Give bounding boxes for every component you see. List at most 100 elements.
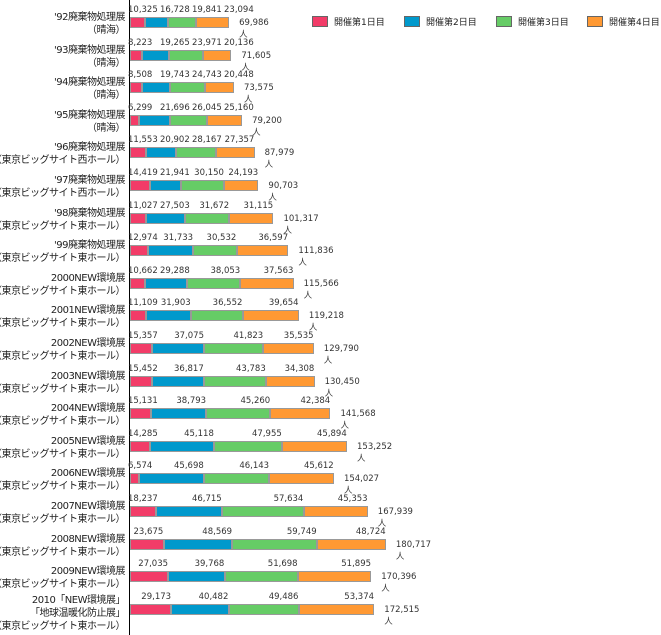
bar-segment [214, 440, 282, 452]
total-unit: 人 [308, 323, 318, 334]
value-label: 31,903 [160, 298, 191, 309]
value-label: 37,563 [263, 265, 294, 276]
value-label: 48,569 [202, 526, 233, 537]
value-label: 51,698 [267, 559, 298, 570]
value-label: 45,118 [184, 428, 214, 439]
total-label: 71,605 人 [241, 51, 274, 73]
value-label: 36,552 [212, 298, 243, 309]
value-label: 18,237 [128, 494, 158, 504]
bar-segment [145, 277, 187, 289]
bar-segment [229, 212, 274, 224]
total-unit: 人 [283, 225, 292, 236]
value-label: 31,733 [163, 233, 194, 244]
bar-segment [204, 473, 270, 485]
bar-segment [148, 245, 194, 257]
bar-segment [232, 538, 317, 550]
category-label: 2006NEW環境展 （東京ビッグサイト東ホール） [0, 468, 126, 493]
value-label: 24,743 [192, 70, 222, 81]
bar-segment [130, 49, 142, 61]
total-value: 172,515 [384, 604, 420, 615]
value-label: 31,115 [243, 200, 274, 211]
total-label: 170,396 人 [381, 572, 419, 594]
bar-segment [150, 440, 215, 452]
total-value: 130,450 [324, 376, 360, 387]
bar-segment [269, 473, 334, 485]
total-value: 180,717 [395, 539, 432, 550]
value-label: 26,045 [192, 102, 222, 113]
bar-segment [151, 408, 207, 420]
total-value: 111,836 [298, 246, 334, 257]
total-unit: 人 [357, 453, 366, 464]
bar-segment [316, 538, 386, 550]
bar-segment [303, 506, 368, 517]
value-label: 45,894 [317, 428, 347, 439]
value-label: 28,167 [192, 135, 222, 146]
total-label: 101,317 人 [283, 214, 321, 236]
total-value: 69,986 [239, 18, 269, 28]
total-label: 69,986 人 [239, 18, 272, 40]
value-label: 41,823 [233, 331, 264, 341]
legend-swatch [496, 16, 512, 27]
category-label: 2007NEW環境展 （東京ビッグサイト東ホール） [0, 501, 126, 525]
value-label: 6,299 [128, 102, 153, 113]
total-label: 87,979 人 [265, 148, 298, 170]
bar-segment [130, 473, 140, 485]
category-label: '96廃棄物処理展 （東京ビッグサイト西ホール） [0, 142, 126, 167]
total-unit: 人 [343, 486, 353, 497]
legend-item: 開催第2日目 [404, 15, 477, 28]
total-unit: 人 [381, 584, 390, 595]
value-label: 23,675 [133, 526, 164, 537]
value-label: 29,173 [141, 591, 172, 602]
value-label: 21,941 [160, 168, 190, 178]
category-label: 2004NEW環境展 （東京ビッグサイト東ホール） [0, 403, 126, 428]
bar-segment [151, 343, 205, 354]
category-label: 2002NEW環境展 （東京ビッグサイト東ホール） [0, 338, 126, 362]
total-unit: 人 [384, 616, 393, 627]
value-label: 43,783 [236, 363, 266, 374]
bar-segment [150, 180, 182, 191]
value-label: 39,654 [268, 298, 299, 309]
total-label: 115,566 人 [304, 279, 342, 301]
category-label: '98廃棄物処理展 （東京ビッグサイト東ホール） [0, 207, 126, 232]
category-label: '93廃棄物処理展 （晴海） [54, 44, 125, 69]
bar-segment [130, 603, 172, 615]
bar-segment [221, 506, 304, 517]
bar-segment [163, 538, 233, 550]
value-label: 29,288 [160, 265, 190, 276]
total-value: 87,979 [264, 148, 295, 159]
value-label: 38,793 [176, 396, 207, 407]
bar-segment [193, 245, 237, 257]
value-label: 12,974 [128, 233, 158, 244]
value-label: 14,419 [128, 168, 158, 178]
total-value: 101,317 [283, 213, 319, 224]
value-label: 20,902 [160, 135, 190, 146]
value-label: 46,715 [191, 494, 222, 504]
bar-segment [141, 49, 169, 61]
bar-segment [151, 375, 204, 387]
value-label: 37,075 [174, 331, 204, 341]
bar-segment [142, 82, 170, 94]
value-label: 11,027 [128, 200, 158, 211]
value-label: 45,260 [240, 396, 271, 407]
bar-segment [206, 408, 271, 420]
legend-label: 開催第4日目 [609, 18, 660, 28]
total-value: 115,566 [303, 278, 339, 289]
legend-swatch [312, 16, 328, 27]
total-label: 141,568 人 [340, 409, 378, 431]
value-label: 15,452 [128, 363, 158, 374]
bar-segment [168, 17, 197, 28]
value-label: 24,193 [228, 168, 259, 178]
value-label: 45,698 [174, 461, 204, 472]
bar-segment [242, 310, 299, 322]
value-label: 59,749 [286, 526, 317, 537]
value-label: 34,308 [284, 363, 315, 374]
category-label: '97廃棄物処理展 （東京ビッグサイト西ホール） [0, 175, 126, 199]
category-label: 2009NEW環境展 （東京ビッグサイト東ホール） [0, 566, 126, 591]
value-label: 23,971 [192, 37, 222, 48]
bar-segment [204, 343, 264, 354]
total-value: 71,605 [241, 50, 272, 61]
value-label: 19,841 [192, 5, 222, 15]
total-value: 90,703 [268, 181, 299, 191]
total-unit: 人 [298, 258, 307, 269]
total-label: 111,836 人 [298, 246, 336, 268]
